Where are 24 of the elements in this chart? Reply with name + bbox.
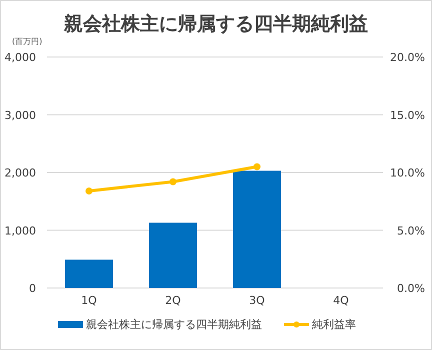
- legend-label: 純利益率: [312, 318, 356, 331]
- y2-tick-label: 10.0%: [390, 166, 425, 180]
- y-tick-label: 1,000: [4, 224, 36, 238]
- bar: [233, 170, 281, 288]
- point: [86, 187, 92, 194]
- y2-tick-label: 15.0%: [390, 108, 425, 122]
- bar: [65, 260, 113, 288]
- y2-tick-label: 0.0%: [397, 282, 425, 295]
- point: [170, 178, 176, 186]
- y2-tick-label: 20.0%: [390, 51, 425, 64]
- x-tick-label: 1Q: [81, 294, 98, 307]
- point: [254, 163, 260, 170]
- bar: [149, 222, 197, 288]
- y-tick-label: 2,000: [4, 166, 36, 180]
- y2-tick-label: 5.0%: [397, 224, 425, 238]
- x-tick-label: 2Q: [165, 294, 182, 307]
- chart-title: 親会社株主に帰属する四半期純利益: [63, 13, 368, 35]
- y-tick-label: 0: [29, 282, 36, 295]
- legend-label: 親会社株主に帰属する四半期純利益: [86, 318, 262, 331]
- y-tick-label: 3,000: [4, 108, 36, 122]
- y-axis-title: (百万円): [12, 37, 42, 46]
- y-tick-label: 4,000: [4, 51, 36, 64]
- x-tick-label: 4Q: [333, 294, 350, 307]
- x-tick-label: 3Q: [249, 294, 266, 307]
